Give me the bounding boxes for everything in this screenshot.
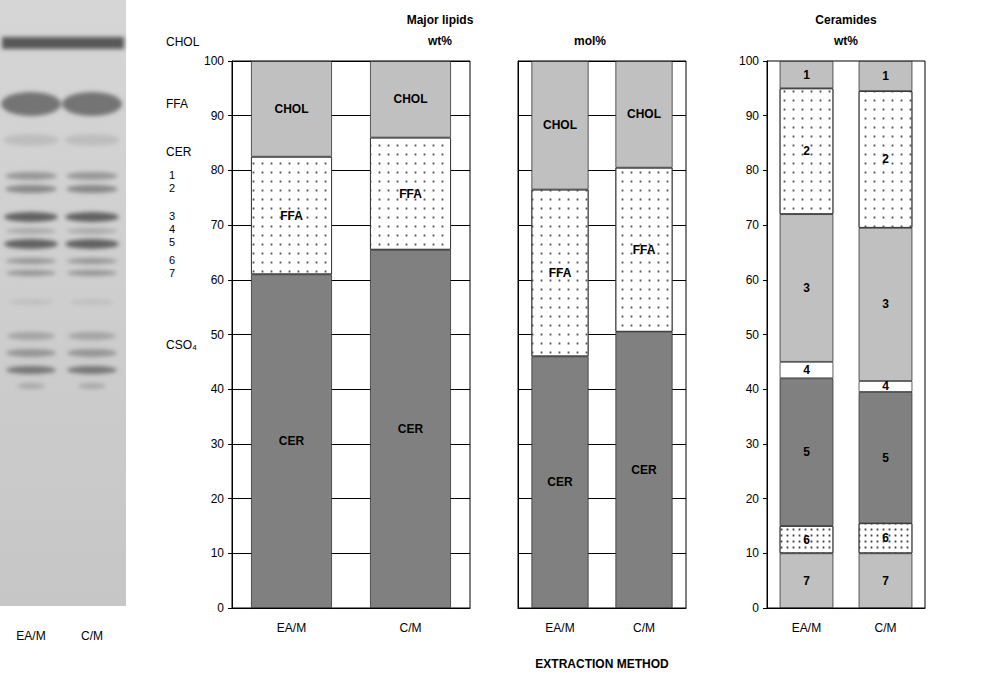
svg-text:CER: CER bbox=[631, 463, 657, 477]
svg-text:C/M: C/M bbox=[400, 621, 422, 635]
svg-text:90: 90 bbox=[746, 109, 760, 123]
svg-text:50: 50 bbox=[211, 328, 225, 342]
svg-text:1: 1 bbox=[803, 68, 810, 82]
svg-text:5: 5 bbox=[169, 236, 175, 248]
svg-text:10: 10 bbox=[211, 546, 225, 560]
svg-text:4: 4 bbox=[803, 363, 810, 377]
svg-text:5: 5 bbox=[803, 445, 810, 459]
svg-text:CER: CER bbox=[279, 434, 305, 448]
svg-text:1: 1 bbox=[882, 69, 889, 83]
svg-text:4: 4 bbox=[169, 223, 175, 235]
svg-text:30: 30 bbox=[746, 437, 760, 451]
svg-text:CER: CER bbox=[166, 145, 192, 159]
svg-text:CER: CER bbox=[547, 475, 573, 489]
svg-text:100: 100 bbox=[739, 54, 759, 68]
svg-text:60: 60 bbox=[211, 273, 225, 287]
svg-text:7: 7 bbox=[803, 574, 810, 588]
svg-text:70: 70 bbox=[746, 218, 760, 232]
svg-text:40: 40 bbox=[746, 382, 760, 396]
svg-text:FFA: FFA bbox=[166, 97, 188, 111]
svg-text:CHOL: CHOL bbox=[394, 92, 428, 106]
svg-text:mol%: mol% bbox=[574, 34, 606, 48]
svg-text:50: 50 bbox=[746, 328, 760, 342]
svg-text:100: 100 bbox=[204, 54, 224, 68]
svg-text:5: 5 bbox=[882, 451, 889, 465]
svg-text:2: 2 bbox=[882, 152, 889, 166]
svg-text:CHOL: CHOL bbox=[275, 102, 309, 116]
svg-text:EA/M: EA/M bbox=[792, 621, 821, 635]
svg-text:3: 3 bbox=[803, 281, 810, 295]
svg-text:90: 90 bbox=[211, 109, 225, 123]
svg-text:0: 0 bbox=[217, 601, 224, 615]
svg-text:6: 6 bbox=[169, 254, 175, 266]
svg-text:CHOL: CHOL bbox=[166, 35, 200, 49]
svg-text:30: 30 bbox=[211, 437, 225, 451]
svg-text:3: 3 bbox=[882, 297, 889, 311]
svg-text:wt%: wt% bbox=[833, 34, 858, 48]
svg-text:6: 6 bbox=[803, 533, 810, 547]
svg-text:wt%: wt% bbox=[427, 34, 452, 48]
svg-text:80: 80 bbox=[746, 163, 760, 177]
svg-text:C/M: C/M bbox=[81, 629, 103, 643]
svg-text:6: 6 bbox=[882, 531, 889, 545]
svg-text:1: 1 bbox=[169, 169, 175, 181]
svg-text:FFA: FFA bbox=[280, 209, 303, 223]
svg-text:CER: CER bbox=[398, 422, 424, 436]
svg-text:FFA: FFA bbox=[633, 243, 656, 257]
svg-text:Ceramides: Ceramides bbox=[815, 13, 877, 27]
svg-text:20: 20 bbox=[211, 492, 225, 506]
svg-text:C/M: C/M bbox=[875, 621, 897, 635]
svg-text:4: 4 bbox=[882, 379, 889, 393]
svg-text:EA/M: EA/M bbox=[16, 629, 45, 643]
svg-text:FFA: FFA bbox=[399, 187, 422, 201]
svg-text:10: 10 bbox=[746, 546, 760, 560]
svg-text:CHOL: CHOL bbox=[627, 107, 661, 121]
svg-text:EA/M: EA/M bbox=[545, 621, 574, 635]
svg-text:60: 60 bbox=[746, 273, 760, 287]
svg-text:20: 20 bbox=[746, 492, 760, 506]
svg-text:CSO₄: CSO₄ bbox=[166, 338, 197, 352]
svg-text:2: 2 bbox=[169, 182, 175, 194]
svg-text:3: 3 bbox=[169, 210, 175, 222]
svg-text:FFA: FFA bbox=[549, 266, 572, 280]
svg-text:40: 40 bbox=[211, 382, 225, 396]
svg-text:0: 0 bbox=[752, 601, 759, 615]
svg-text:EA/M: EA/M bbox=[277, 621, 306, 635]
svg-text:CHOL: CHOL bbox=[543, 118, 577, 132]
svg-text:7: 7 bbox=[169, 267, 175, 279]
svg-text:70: 70 bbox=[211, 218, 225, 232]
svg-text:EXTRACTION METHOD: EXTRACTION METHOD bbox=[535, 657, 669, 671]
svg-text:C/M: C/M bbox=[633, 621, 655, 635]
svg-text:2: 2 bbox=[803, 144, 810, 158]
svg-text:Major lipids: Major lipids bbox=[407, 13, 474, 27]
svg-text:80: 80 bbox=[211, 163, 225, 177]
svg-text:7: 7 bbox=[882, 574, 889, 588]
